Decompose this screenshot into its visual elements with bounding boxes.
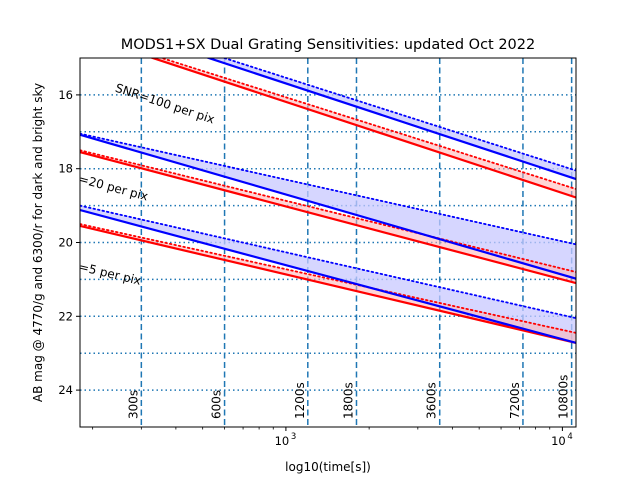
y-tick-label: 16 <box>58 88 73 102</box>
series-lines <box>80 58 576 344</box>
series-line-blue-solid <box>80 208 576 344</box>
series-line-blue-dotted <box>221 58 576 172</box>
y-tick-label: 18 <box>58 162 73 176</box>
y-tick-label: 22 <box>58 309 73 323</box>
y-tick-label: 20 <box>58 236 73 250</box>
series-line-blue-solid <box>80 133 576 280</box>
series-line-red-solid <box>80 224 576 344</box>
series-line-red-dotted <box>80 223 576 334</box>
x-axis-label: log10(time[s]) <box>285 460 371 474</box>
series-line-red-solid <box>149 58 576 199</box>
exposure-time-label: 1200s <box>293 382 307 419</box>
series-line-blue-dotted <box>80 132 576 246</box>
exposure-time-label: 600s <box>210 390 224 419</box>
x-tick-label: 10 <box>275 434 290 448</box>
x-tick-exponent: 3 <box>291 432 296 442</box>
x-tick-label: 10 <box>551 434 566 448</box>
series-line-blue-solid <box>205 58 576 181</box>
exposure-time-label: 1800s <box>341 382 355 419</box>
exposure-time-label: 10800s <box>557 375 571 419</box>
exposure-time-label: 3600s <box>425 382 439 419</box>
x-tick-exponent: 4 <box>567 432 572 442</box>
axis-ticks: 300s 600s 1200s 1800s 3600s 7200s 10800s 16 18 20… <box>58 88 572 448</box>
y-tick-label: 24 <box>58 383 73 397</box>
y-axis-label: AB mag @ 4770/g and 6300/r for dark and … <box>31 83 45 402</box>
series-line-red-dotted <box>80 149 576 273</box>
series-line-blue-dotted <box>80 204 576 320</box>
series-line-red-solid <box>80 151 576 285</box>
exposure-time-label: 300s <box>126 390 140 419</box>
exposure-time-label: 7200s <box>508 382 522 419</box>
chart-title: MODS1+SX Dual Grating Sensitivities: upd… <box>121 37 535 53</box>
